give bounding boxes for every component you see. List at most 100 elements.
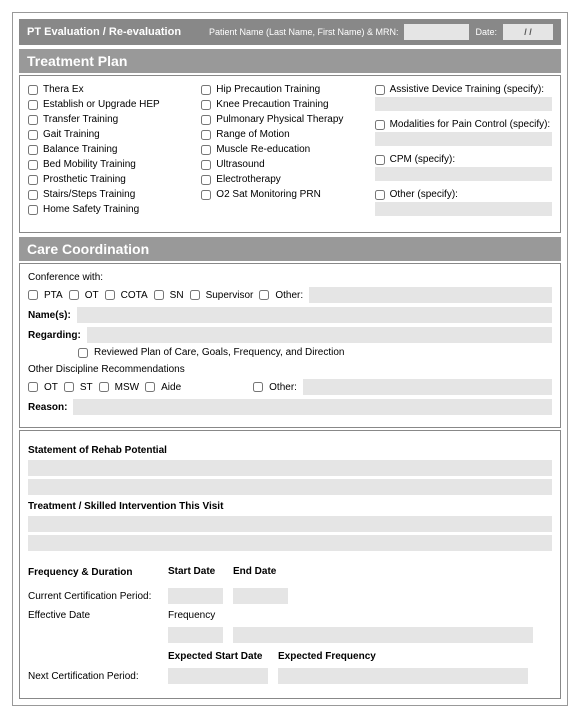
checkbox-label: Establish or Upgrade HEP	[43, 99, 160, 110]
checkbox-label: Knee Precaution Training	[216, 99, 328, 110]
conf-checkbox[interactable]	[190, 290, 200, 300]
statement-input-2[interactable]	[28, 479, 552, 495]
next-freq-input[interactable]	[278, 668, 528, 684]
checkbox-label: Balance Training	[43, 144, 118, 155]
specify-input[interactable]	[375, 132, 552, 146]
checkbox-label: Pulmonary Physical Therapy	[216, 114, 343, 125]
checkbox-item: Balance Training	[28, 144, 189, 155]
rehab-box: Statement of Rehab Potential Treatment /…	[19, 430, 561, 699]
disc-option: Aide	[161, 382, 181, 393]
patient-name-label: Patient Name (Last Name, First Name) & M…	[209, 27, 399, 37]
checkbox-item: Ultrasound	[201, 159, 362, 170]
treatment-visit-label: Treatment / Skilled Intervention This Vi…	[28, 501, 552, 512]
checkbox-item: Range of Motion	[201, 129, 362, 140]
disc-other-label: Other:	[269, 382, 297, 393]
effective-input[interactable]	[168, 627, 223, 643]
conf-option: OT	[85, 290, 99, 301]
checkbox[interactable]	[28, 190, 38, 200]
conf-option: Supervisor	[206, 290, 254, 301]
checkbox[interactable]	[201, 160, 211, 170]
care-coordination-box: Conference with: PTAOTCOTASNSupervisorOt…	[19, 263, 561, 428]
specify-input[interactable]	[375, 97, 552, 111]
current-start-input[interactable]	[168, 588, 223, 604]
checkbox[interactable]	[28, 100, 38, 110]
conf-option: PTA	[44, 290, 63, 301]
checkbox-item: Hip Precaution Training	[201, 84, 362, 95]
freq-dur-label: Frequency & Duration	[28, 567, 158, 578]
checkbox[interactable]	[28, 205, 38, 215]
checkbox[interactable]	[28, 85, 38, 95]
checkbox[interactable]	[28, 115, 38, 125]
checkbox[interactable]	[28, 145, 38, 155]
checkbox-item: Transfer Training	[28, 114, 189, 125]
disc-other-input[interactable]	[303, 379, 552, 395]
checkbox[interactable]	[375, 85, 385, 95]
treatment-input-1[interactable]	[28, 516, 552, 532]
next-start-input[interactable]	[168, 668, 268, 684]
checkbox-label: O2 Sat Monitoring PRN	[216, 189, 321, 200]
conf-other-label: Other:	[275, 290, 303, 301]
conf-other-input[interactable]	[309, 287, 552, 303]
end-date-header: End Date	[233, 566, 288, 577]
checkbox-label: Assistive Device Training (specify):	[390, 84, 545, 95]
disc-checkbox[interactable]	[28, 382, 38, 392]
checkbox[interactable]	[201, 175, 211, 185]
mrn-input[interactable]	[404, 24, 469, 40]
names-input[interactable]	[77, 307, 552, 323]
checkbox-label: Ultrasound	[216, 159, 264, 170]
disc-option: OT	[44, 382, 58, 393]
checkbox[interactable]	[28, 160, 38, 170]
disc-other-checkbox[interactable]	[253, 382, 263, 392]
statement-label: Statement of Rehab Potential	[28, 445, 552, 456]
checkbox-label: Stairs/Steps Training	[43, 189, 135, 200]
checkbox[interactable]	[375, 190, 385, 200]
specify-input[interactable]	[375, 202, 552, 216]
disc-option: ST	[80, 382, 93, 393]
checkbox-label: Prosthetic Training	[43, 174, 126, 185]
frequency-input[interactable]	[233, 627, 533, 643]
checkbox[interactable]	[28, 175, 38, 185]
conf-checkbox[interactable]	[105, 290, 115, 300]
statement-input-1[interactable]	[28, 460, 552, 476]
checkbox[interactable]	[375, 120, 385, 130]
specify-input[interactable]	[375, 167, 552, 181]
disc-option: MSW	[115, 382, 139, 393]
checkbox-item: Prosthetic Training	[28, 174, 189, 185]
checkbox[interactable]	[201, 130, 211, 140]
conf-option: COTA	[121, 290, 148, 301]
checkbox[interactable]	[375, 155, 385, 165]
disc-checkbox[interactable]	[99, 382, 109, 392]
conf-checkbox[interactable]	[154, 290, 164, 300]
checkbox-item: Home Safety Training	[28, 204, 189, 215]
date-input[interactable]: / /	[503, 24, 553, 40]
reason-input[interactable]	[73, 399, 552, 415]
checkbox-label: Thera Ex	[43, 84, 84, 95]
checkbox-item: Assistive Device Training (specify):	[375, 84, 552, 95]
checkbox-item: Muscle Re-education	[201, 144, 362, 155]
checkbox-item: Other (specify):	[375, 189, 552, 200]
conf-checkbox[interactable]	[69, 290, 79, 300]
conf-checkbox[interactable]	[28, 290, 38, 300]
current-end-input[interactable]	[233, 588, 288, 604]
date-label: Date:	[475, 27, 497, 37]
effective-date-label: Effective Date	[28, 610, 158, 621]
checkbox[interactable]	[201, 100, 211, 110]
checkbox-item: Modalities for Pain Control (specify):	[375, 119, 552, 130]
checkbox[interactable]	[201, 145, 211, 155]
checkbox-label: Gait Training	[43, 129, 100, 140]
regarding-label: Regarding:	[28, 330, 81, 341]
treatment-input-2[interactable]	[28, 535, 552, 551]
checkbox[interactable]	[201, 115, 211, 125]
checkbox-label: Range of Motion	[216, 129, 289, 140]
conf-other-checkbox[interactable]	[259, 290, 269, 300]
checkbox[interactable]	[201, 190, 211, 200]
checkbox-label: CPM (specify):	[390, 154, 456, 165]
reviewed-checkbox[interactable]	[78, 348, 88, 358]
checkbox-label: Modalities for Pain Control (specify):	[390, 119, 551, 130]
regarding-input[interactable]	[87, 327, 552, 343]
disc-checkbox[interactable]	[64, 382, 74, 392]
disc-checkbox[interactable]	[145, 382, 155, 392]
checkbox[interactable]	[201, 85, 211, 95]
checkbox[interactable]	[28, 130, 38, 140]
current-cert-label: Current Certification Period:	[28, 591, 158, 602]
